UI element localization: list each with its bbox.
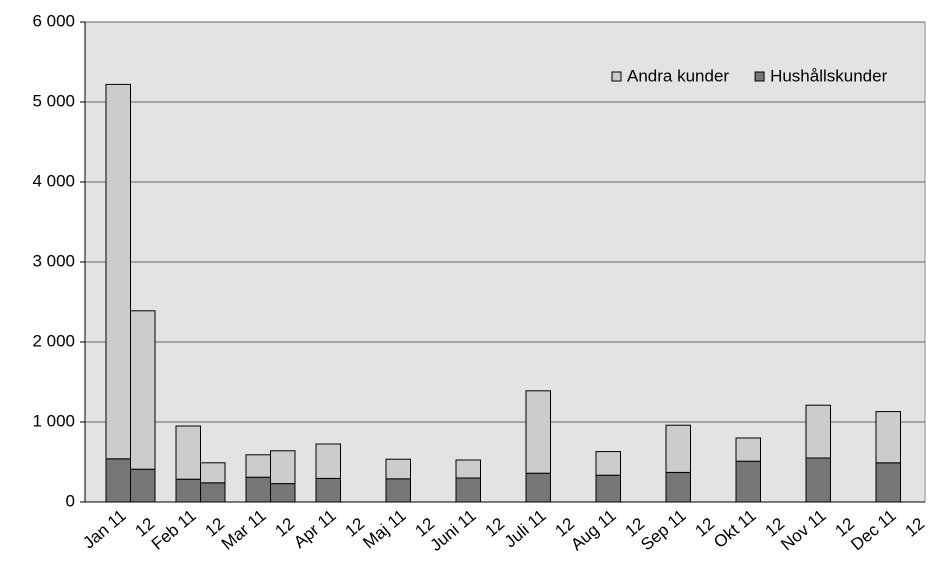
bar-segment (875, 411, 901, 464)
x-tick-label: Juli 11 (501, 506, 550, 551)
bar-segment (455, 477, 481, 503)
bar-segment (315, 443, 341, 479)
legend-label: Hushållskunder (770, 66, 888, 85)
bar-segment (270, 450, 296, 485)
bar-segment (245, 454, 271, 478)
y-tick-label: 6 000 (32, 11, 75, 30)
bar-segment (735, 460, 761, 503)
y-tick-label: 5 000 (32, 91, 75, 110)
legend-label: Andra kunder (627, 66, 729, 85)
bar-segment (200, 482, 226, 503)
bar-segment (315, 477, 341, 503)
y-tick-label: 1 000 (32, 411, 75, 430)
bar-segment (525, 472, 551, 503)
bar-segment (455, 459, 481, 479)
bar-segment (805, 457, 831, 503)
legend-swatch (754, 71, 765, 82)
bar-segment (105, 458, 131, 503)
bar-segment (105, 83, 131, 460)
bar-segment (735, 437, 761, 462)
bar-segment (665, 424, 691, 473)
bar-segment (805, 404, 831, 459)
bar-segment (385, 458, 411, 480)
bar-segment (595, 451, 621, 476)
x-tick-label: 12 (901, 514, 928, 541)
y-tick-label: 4 000 (32, 171, 75, 190)
bar-segment (665, 471, 691, 503)
y-tick-label: 0 (66, 491, 75, 510)
bar-segment (525, 390, 551, 474)
bar-segment (245, 476, 271, 503)
x-tick-label: Jan 11 (79, 506, 129, 553)
y-tick-label: 2 000 (32, 331, 75, 350)
bar-segment (595, 474, 621, 503)
bar-segment (875, 462, 901, 503)
y-tick-label: 3 000 (32, 251, 75, 270)
legend-swatch (611, 71, 622, 82)
bar-segment (175, 425, 201, 480)
bar-segment (385, 478, 411, 503)
bar-segment (130, 310, 156, 470)
bar-segment (175, 478, 201, 503)
bar-segment (130, 468, 156, 503)
bar-segment (270, 483, 296, 503)
bar-segment (200, 462, 226, 484)
